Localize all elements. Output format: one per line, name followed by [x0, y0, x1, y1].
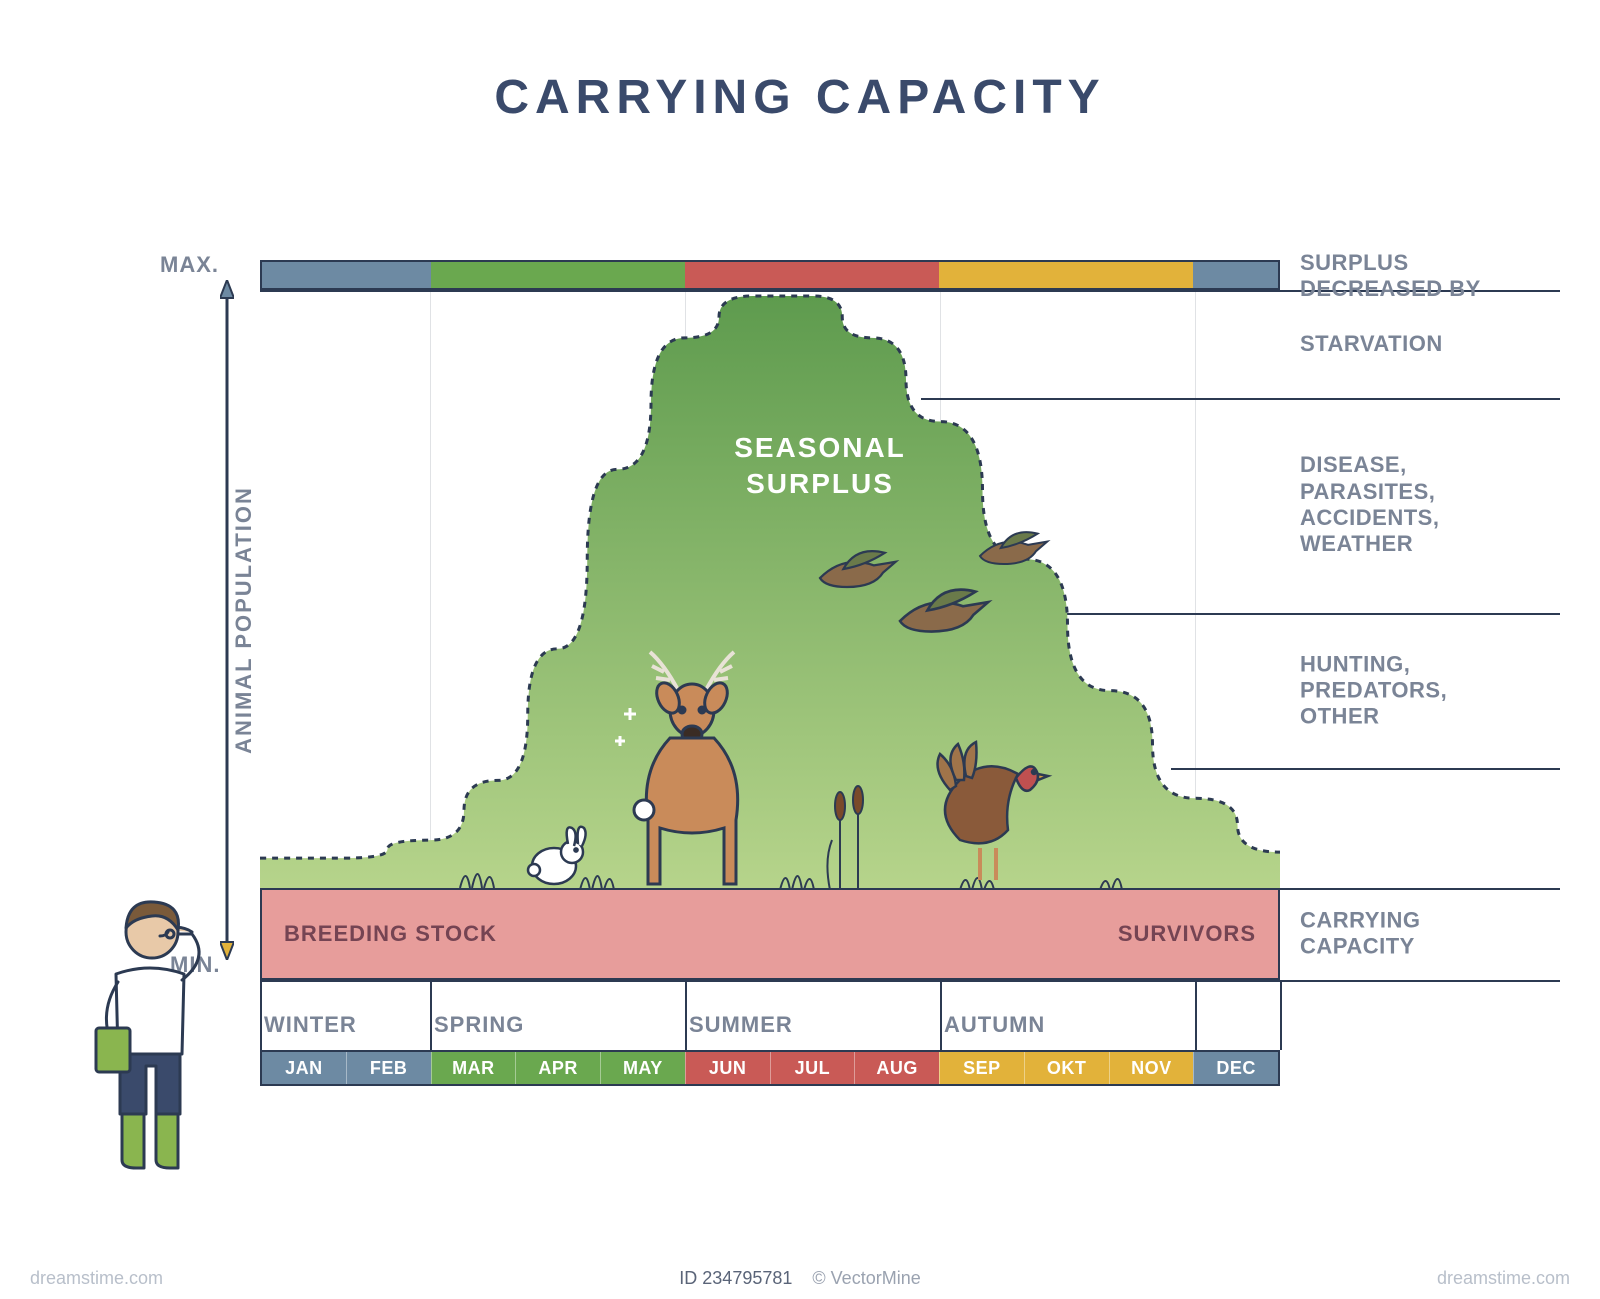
- season-segment: [1193, 262, 1278, 288]
- axis-tick: [430, 980, 432, 1050]
- axis-tick: [685, 980, 687, 1050]
- survivors-label: SURVIVORS: [1118, 921, 1256, 947]
- season-label: SUMMER: [685, 1012, 940, 1038]
- right-label: DISEASE, PARASITES, ACCIDENTS, WEATHER: [1300, 452, 1560, 558]
- right-label: STARVATION: [1300, 331, 1560, 357]
- site-watermark: dreamstime.com: [1437, 1268, 1570, 1289]
- base-band: BREEDING STOCK SURVIVORS: [260, 888, 1280, 980]
- level-line: [260, 980, 1560, 982]
- chart-area: [260, 260, 1280, 980]
- axis-tick: [940, 980, 942, 1050]
- month-cell: APR: [515, 1052, 600, 1084]
- season-label: WINTER: [260, 1012, 430, 1038]
- season-labels-row: WINTERSPRINGSUMMERAUTUMN: [260, 1012, 1280, 1038]
- site-watermark: dreamstime.com: [30, 1268, 163, 1289]
- image-credit: © VectorMine: [812, 1268, 920, 1288]
- breeding-stock-label: BREEDING STOCK: [284, 921, 497, 947]
- month-cell: DEC: [1193, 1052, 1278, 1084]
- month-cell: MAY: [600, 1052, 685, 1084]
- right-label: CARRYING CAPACITY: [1300, 908, 1560, 961]
- month-cell: SEP: [939, 1052, 1024, 1084]
- diagram-canvas: { "title": "CARRYING CAPACITY", "y_axis"…: [0, 0, 1600, 1299]
- month-bar: JANFEBMARAPRMAYJUNJULAUGSEPOKTNOVDEC: [260, 1050, 1280, 1086]
- season-label: AUTUMN: [940, 1012, 1195, 1038]
- axis-tick: [1195, 980, 1197, 1050]
- right-header: SURPLUS DECREASED BY: [1300, 250, 1560, 303]
- axis-tick: [260, 980, 262, 1050]
- season-segment: [262, 262, 431, 288]
- month-cell: FEB: [346, 1052, 431, 1084]
- diagram-title: CARRYING CAPACITY: [0, 70, 1600, 125]
- axis-tick: [1280, 980, 1282, 1050]
- footer: ID 234795781 © VectorMine: [0, 1268, 1600, 1289]
- season-segment: [685, 262, 939, 288]
- y-max-label: MAX.: [160, 252, 219, 278]
- month-cell: JUN: [685, 1052, 770, 1084]
- month-cell: JAN: [262, 1052, 346, 1084]
- y-axis-title: ANIMAL POPULATION: [231, 486, 257, 754]
- season-label: SPRING: [430, 1012, 685, 1038]
- observer-person-icon: [60, 870, 240, 1170]
- right-label: HUNTING, PREDATORS, OTHER: [1300, 651, 1560, 730]
- month-cell: JUL: [770, 1052, 855, 1084]
- season-segment: [939, 262, 1193, 288]
- month-cell: MAR: [431, 1052, 516, 1084]
- season-segment: [431, 262, 685, 288]
- month-cell: NOV: [1109, 1052, 1194, 1084]
- month-cell: OKT: [1024, 1052, 1109, 1084]
- image-id: ID 234795781: [679, 1268, 792, 1288]
- season-top-bar: [260, 260, 1280, 290]
- month-cell: AUG: [854, 1052, 939, 1084]
- seasonal-surplus-label: SEASONAL SURPLUS: [690, 430, 950, 503]
